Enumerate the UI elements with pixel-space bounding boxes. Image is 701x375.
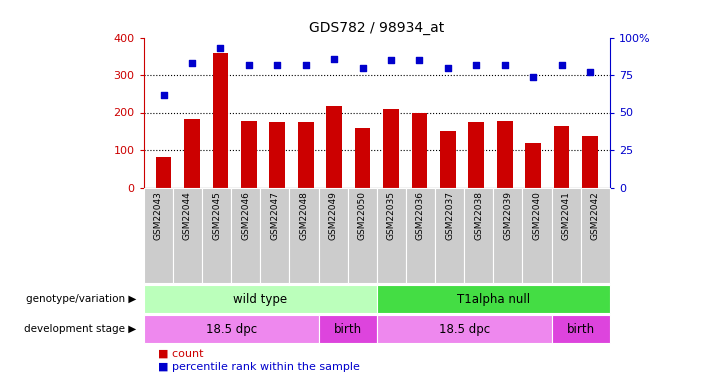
Bar — [582, 136, 598, 188]
Text: T1alpha null: T1alpha null — [457, 292, 530, 306]
Text: ■ count: ■ count — [158, 349, 203, 359]
Bar — [269, 122, 285, 188]
Text: GSM22050: GSM22050 — [358, 191, 367, 240]
Point — [186, 60, 198, 66]
Point — [272, 62, 283, 68]
Point — [357, 64, 368, 70]
Point — [470, 62, 482, 68]
Text: ■ percentile rank within the sample: ■ percentile rank within the sample — [158, 363, 360, 372]
Point — [215, 45, 226, 51]
Text: birth: birth — [566, 322, 594, 336]
Text: GSM22035: GSM22035 — [387, 191, 396, 240]
Bar — [184, 119, 200, 188]
Text: GSM22049: GSM22049 — [329, 191, 338, 240]
Title: GDS782 / 98934_at: GDS782 / 98934_at — [309, 21, 444, 35]
Bar — [411, 112, 427, 188]
Text: birth: birth — [334, 322, 362, 336]
Text: genotype/variation ▶: genotype/variation ▶ — [27, 294, 137, 304]
Bar — [241, 121, 257, 188]
Point — [158, 92, 169, 98]
Bar — [298, 122, 313, 188]
Text: GSM22047: GSM22047 — [271, 191, 279, 240]
Point — [386, 57, 397, 63]
Point — [243, 62, 254, 68]
Point — [442, 64, 454, 70]
Bar — [156, 157, 172, 188]
Text: development stage ▶: development stage ▶ — [25, 324, 137, 334]
Point — [585, 69, 596, 75]
Text: GSM22045: GSM22045 — [212, 191, 221, 240]
Bar — [327, 106, 342, 188]
Point — [499, 62, 510, 68]
Bar — [212, 53, 229, 188]
Point — [300, 62, 311, 68]
Text: 18.5 dpc: 18.5 dpc — [439, 322, 490, 336]
Bar — [440, 131, 456, 188]
Text: 18.5 dpc: 18.5 dpc — [205, 322, 257, 336]
Point — [556, 62, 567, 68]
Text: GSM22037: GSM22037 — [445, 191, 454, 240]
Text: GSM22036: GSM22036 — [416, 191, 425, 240]
Text: GSM22039: GSM22039 — [503, 191, 512, 240]
Point — [329, 56, 340, 62]
Bar — [383, 109, 399, 188]
Text: wild type: wild type — [233, 292, 287, 306]
Bar — [355, 128, 370, 188]
Bar — [497, 121, 512, 188]
Text: GSM22044: GSM22044 — [183, 191, 192, 240]
Text: GSM22043: GSM22043 — [154, 191, 163, 240]
Text: GSM22042: GSM22042 — [591, 191, 600, 240]
Text: GSM22046: GSM22046 — [241, 191, 250, 240]
Text: GSM22041: GSM22041 — [562, 191, 571, 240]
Text: GSM22038: GSM22038 — [475, 191, 483, 240]
Bar — [525, 143, 541, 188]
Bar — [468, 122, 484, 188]
Bar — [554, 126, 569, 188]
Point — [528, 74, 539, 80]
Text: GSM22040: GSM22040 — [533, 191, 542, 240]
Point — [414, 57, 425, 63]
Text: GSM22048: GSM22048 — [299, 191, 308, 240]
